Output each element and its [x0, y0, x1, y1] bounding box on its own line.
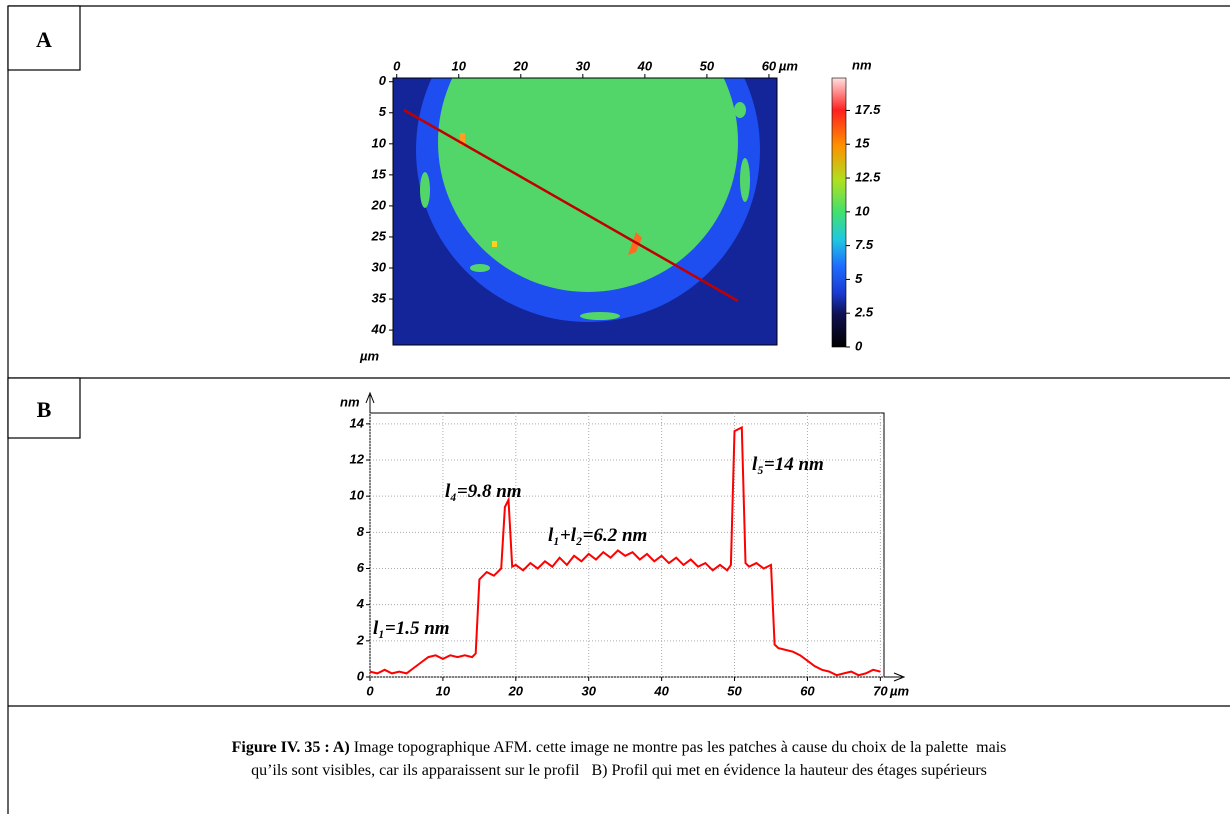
colorbar-tick-label: 5	[855, 271, 863, 286]
annotation: l₁+l₂=6.2 nm	[548, 525, 647, 546]
y-tick-label: 2	[356, 632, 365, 647]
y-tick-label: 10	[350, 488, 365, 503]
caption-label: Figure IV. 35 : A)	[231, 739, 350, 756]
image-border	[392, 77, 778, 346]
x-tick-label: 10	[436, 683, 451, 698]
x-tick-label: 40	[637, 58, 653, 73]
profile-line	[369, 425, 881, 677]
y-tick-label: 20	[371, 197, 387, 212]
y-tick-label: 8	[357, 524, 365, 539]
annotation: l₁=1.5 nm	[373, 618, 450, 639]
x-tick-label: 0	[366, 683, 374, 698]
x-tick-label: 60	[762, 58, 777, 73]
y-tick-label: 35	[372, 290, 387, 305]
x-tick-label: 0	[393, 58, 401, 73]
x-tick-label: 30	[581, 683, 596, 698]
y-tick-label: 0	[379, 73, 387, 88]
y-tick-label: 0	[357, 668, 365, 683]
x-tick-label: 50	[700, 58, 715, 73]
annotation: l₄=9.8 nm	[445, 481, 522, 502]
afm-image	[393, 78, 777, 345]
y-tick-label: 4	[356, 596, 365, 611]
y-axis-label: nm	[340, 394, 360, 409]
x-axis-label: µm	[889, 683, 909, 698]
panel-label: B	[37, 397, 52, 422]
colorbar-tick-label: 2.5	[854, 305, 874, 320]
y-tick-label: 5	[379, 104, 387, 119]
frame	[7, 5, 1230, 814]
x-tick-label: 20	[513, 58, 529, 73]
y-unit: µm	[359, 348, 379, 363]
colorbar-tick-label: 12.5	[855, 169, 881, 184]
y-tick-label: 30	[372, 259, 387, 274]
y-tick-label: 25	[371, 228, 387, 243]
x-tick-label: 30	[576, 58, 591, 73]
x-tick-label: 60	[800, 683, 815, 698]
colorbar-tick-label: 0	[855, 338, 863, 353]
caption-text: Image topographique AFM. cette image ne …	[353, 739, 1007, 756]
x-tick-label: 40	[653, 683, 669, 698]
x-tick-label: 20	[508, 683, 524, 698]
x-unit: µm	[778, 58, 798, 73]
colorbar	[831, 77, 847, 348]
x-tick-label: 70	[873, 683, 888, 698]
colorbar-tick-label: 7.5	[855, 237, 874, 252]
y-tick-label: 15	[372, 166, 387, 181]
caption-text: qu’ils sont visibles, car ils apparaisse…	[251, 762, 987, 779]
colorbar-tick-label: 15	[855, 136, 870, 151]
y-tick-label: 12	[350, 451, 365, 466]
panel-label: A	[36, 27, 52, 52]
x-tick-label: 50	[727, 683, 742, 698]
annotation: l₅=14 nm	[752, 454, 824, 475]
y-tick-label: 40	[371, 322, 387, 337]
colorbar-tick-label: 17.5	[855, 102, 881, 117]
x-tick-label: 10	[452, 58, 467, 73]
y-tick-label: 6	[357, 560, 365, 575]
caption: Figure IV. 35 : A) Image topographique AF…	[10, 736, 1228, 782]
y-tick-label: 14	[350, 415, 365, 430]
colorbar-unit: nm	[852, 57, 872, 72]
y-tick-label: 10	[372, 135, 387, 150]
colorbar-tick-label: 10	[855, 203, 870, 218]
